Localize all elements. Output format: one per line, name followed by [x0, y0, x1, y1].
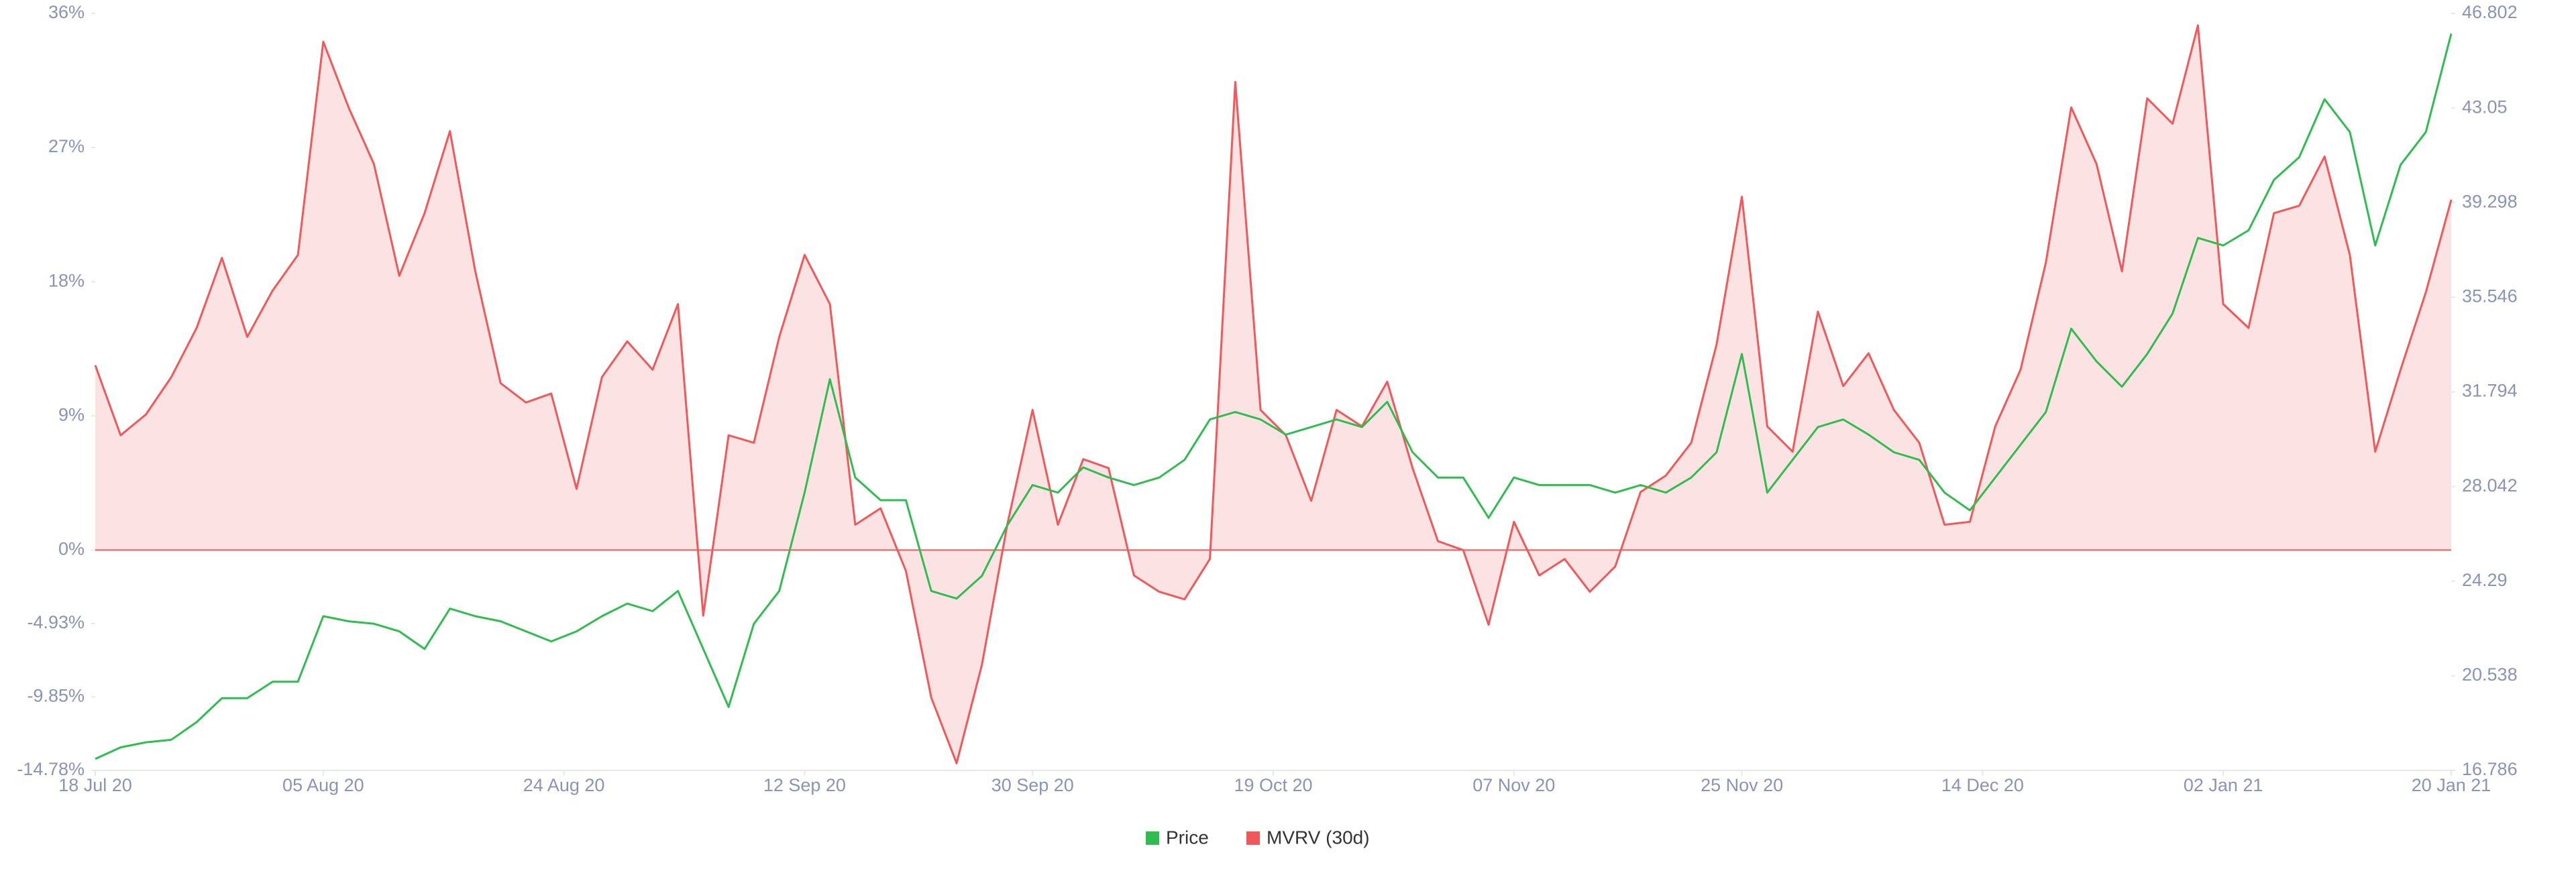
y2-tick-label: 43.05 — [2462, 97, 2508, 117]
y2-tick-label: 46.802 — [2462, 2, 2518, 22]
x-tick-label: 19 Oct 20 — [1234, 775, 1312, 795]
line — [94, 24, 2453, 764]
y-tick-label: -14.78% — [17, 759, 85, 779]
y2-tick-label: 31.794 — [2462, 381, 2518, 401]
x-tick-label: 18 Jul 20 — [58, 775, 132, 795]
y-tick-label: 27% — [48, 136, 85, 156]
legend-swatch — [1146, 831, 1159, 845]
x-tick-label: 20 Jan 21 — [2412, 775, 2491, 795]
x-tick-label: 05 Aug 20 — [282, 775, 364, 795]
legend-swatch — [1246, 831, 1260, 845]
y2-tick-label: 20.538 — [2462, 664, 2518, 685]
legend-label: Price — [1166, 827, 1209, 848]
legend-label: MVRV (30d) — [1267, 827, 1370, 848]
y2-tick-label: 16.786 — [2462, 759, 2518, 779]
x-tick-label: 25 Nov 20 — [1701, 775, 1783, 795]
y-tick-label: 0% — [58, 539, 85, 559]
x-tick-label: 24 Aug 20 — [523, 775, 605, 795]
x-tick-label: 30 Sep 20 — [991, 775, 1074, 795]
x-tick-label: 07 Nov 20 — [1472, 775, 1555, 795]
y2-tick-label: 24.29 — [2462, 570, 2508, 590]
x-tick-label: 14 Dec 20 — [1941, 775, 2024, 795]
y-tick-label: 36% — [48, 2, 85, 22]
area — [95, 25, 2451, 764]
y-tick-label: 18% — [48, 270, 85, 290]
y2-tick-label: 28.042 — [2462, 475, 2518, 495]
y-tick-label: -4.93% — [27, 612, 85, 632]
y2-tick-label: 39.298 — [2462, 191, 2518, 211]
y-tick-label: 9% — [58, 404, 85, 424]
y-tick-label: -9.85% — [27, 686, 85, 706]
x-tick-label: 12 Sep 20 — [763, 775, 846, 795]
line — [95, 33, 2453, 760]
y2-tick-label: 35.546 — [2462, 286, 2518, 306]
x-tick-label: 02 Jan 21 — [2184, 775, 2263, 795]
